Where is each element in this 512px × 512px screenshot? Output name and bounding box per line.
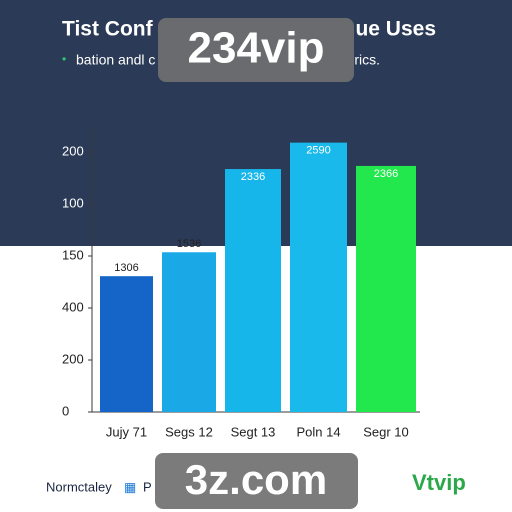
chart-subtitle: bation andl c — [76, 52, 155, 68]
y-tick-label: 0 — [62, 403, 69, 418]
x-tick-label: Segr 10 — [363, 424, 409, 439]
watermark: 3z.com — [185, 456, 327, 503]
footer-text: P — [143, 479, 152, 494]
bar — [290, 142, 347, 412]
data-label: 1536 — [177, 238, 201, 250]
bar — [225, 169, 281, 412]
y-tick-label: 200 — [62, 351, 84, 366]
bar — [162, 252, 216, 412]
footer-icon: ▦ — [124, 479, 136, 494]
y-tick-label: 150 — [62, 247, 84, 262]
data-label: 2336 — [241, 171, 265, 183]
footer-text: Normctaley — [46, 479, 112, 494]
data-label: 2590 — [306, 145, 330, 157]
watermark-box — [158, 18, 354, 82]
bar — [356, 165, 416, 412]
brand-logo: Vtvip — [412, 470, 466, 495]
x-tick-label: Jujy 71 — [106, 424, 147, 439]
data-label: 1306 — [114, 262, 138, 274]
x-tick-label: Segs 12 — [165, 424, 213, 439]
chart-title: Tist Conf — [62, 18, 154, 41]
y-tick-label: 200 — [62, 143, 84, 158]
watermark-box — [155, 453, 358, 509]
watermark: 234vip — [188, 24, 325, 73]
x-tick-label: Segt 13 — [231, 424, 276, 439]
y-tick-label: 400 — [62, 299, 84, 314]
bar — [100, 276, 153, 412]
data-label: 2366 — [374, 168, 398, 180]
chart-subtitle-end: rics. — [354, 52, 380, 68]
y-tick-label: 100 — [62, 195, 84, 210]
chart-title-end: ue Uses — [355, 18, 436, 41]
x-tick-label: Poln 14 — [296, 424, 340, 439]
bullet: • — [62, 52, 66, 66]
